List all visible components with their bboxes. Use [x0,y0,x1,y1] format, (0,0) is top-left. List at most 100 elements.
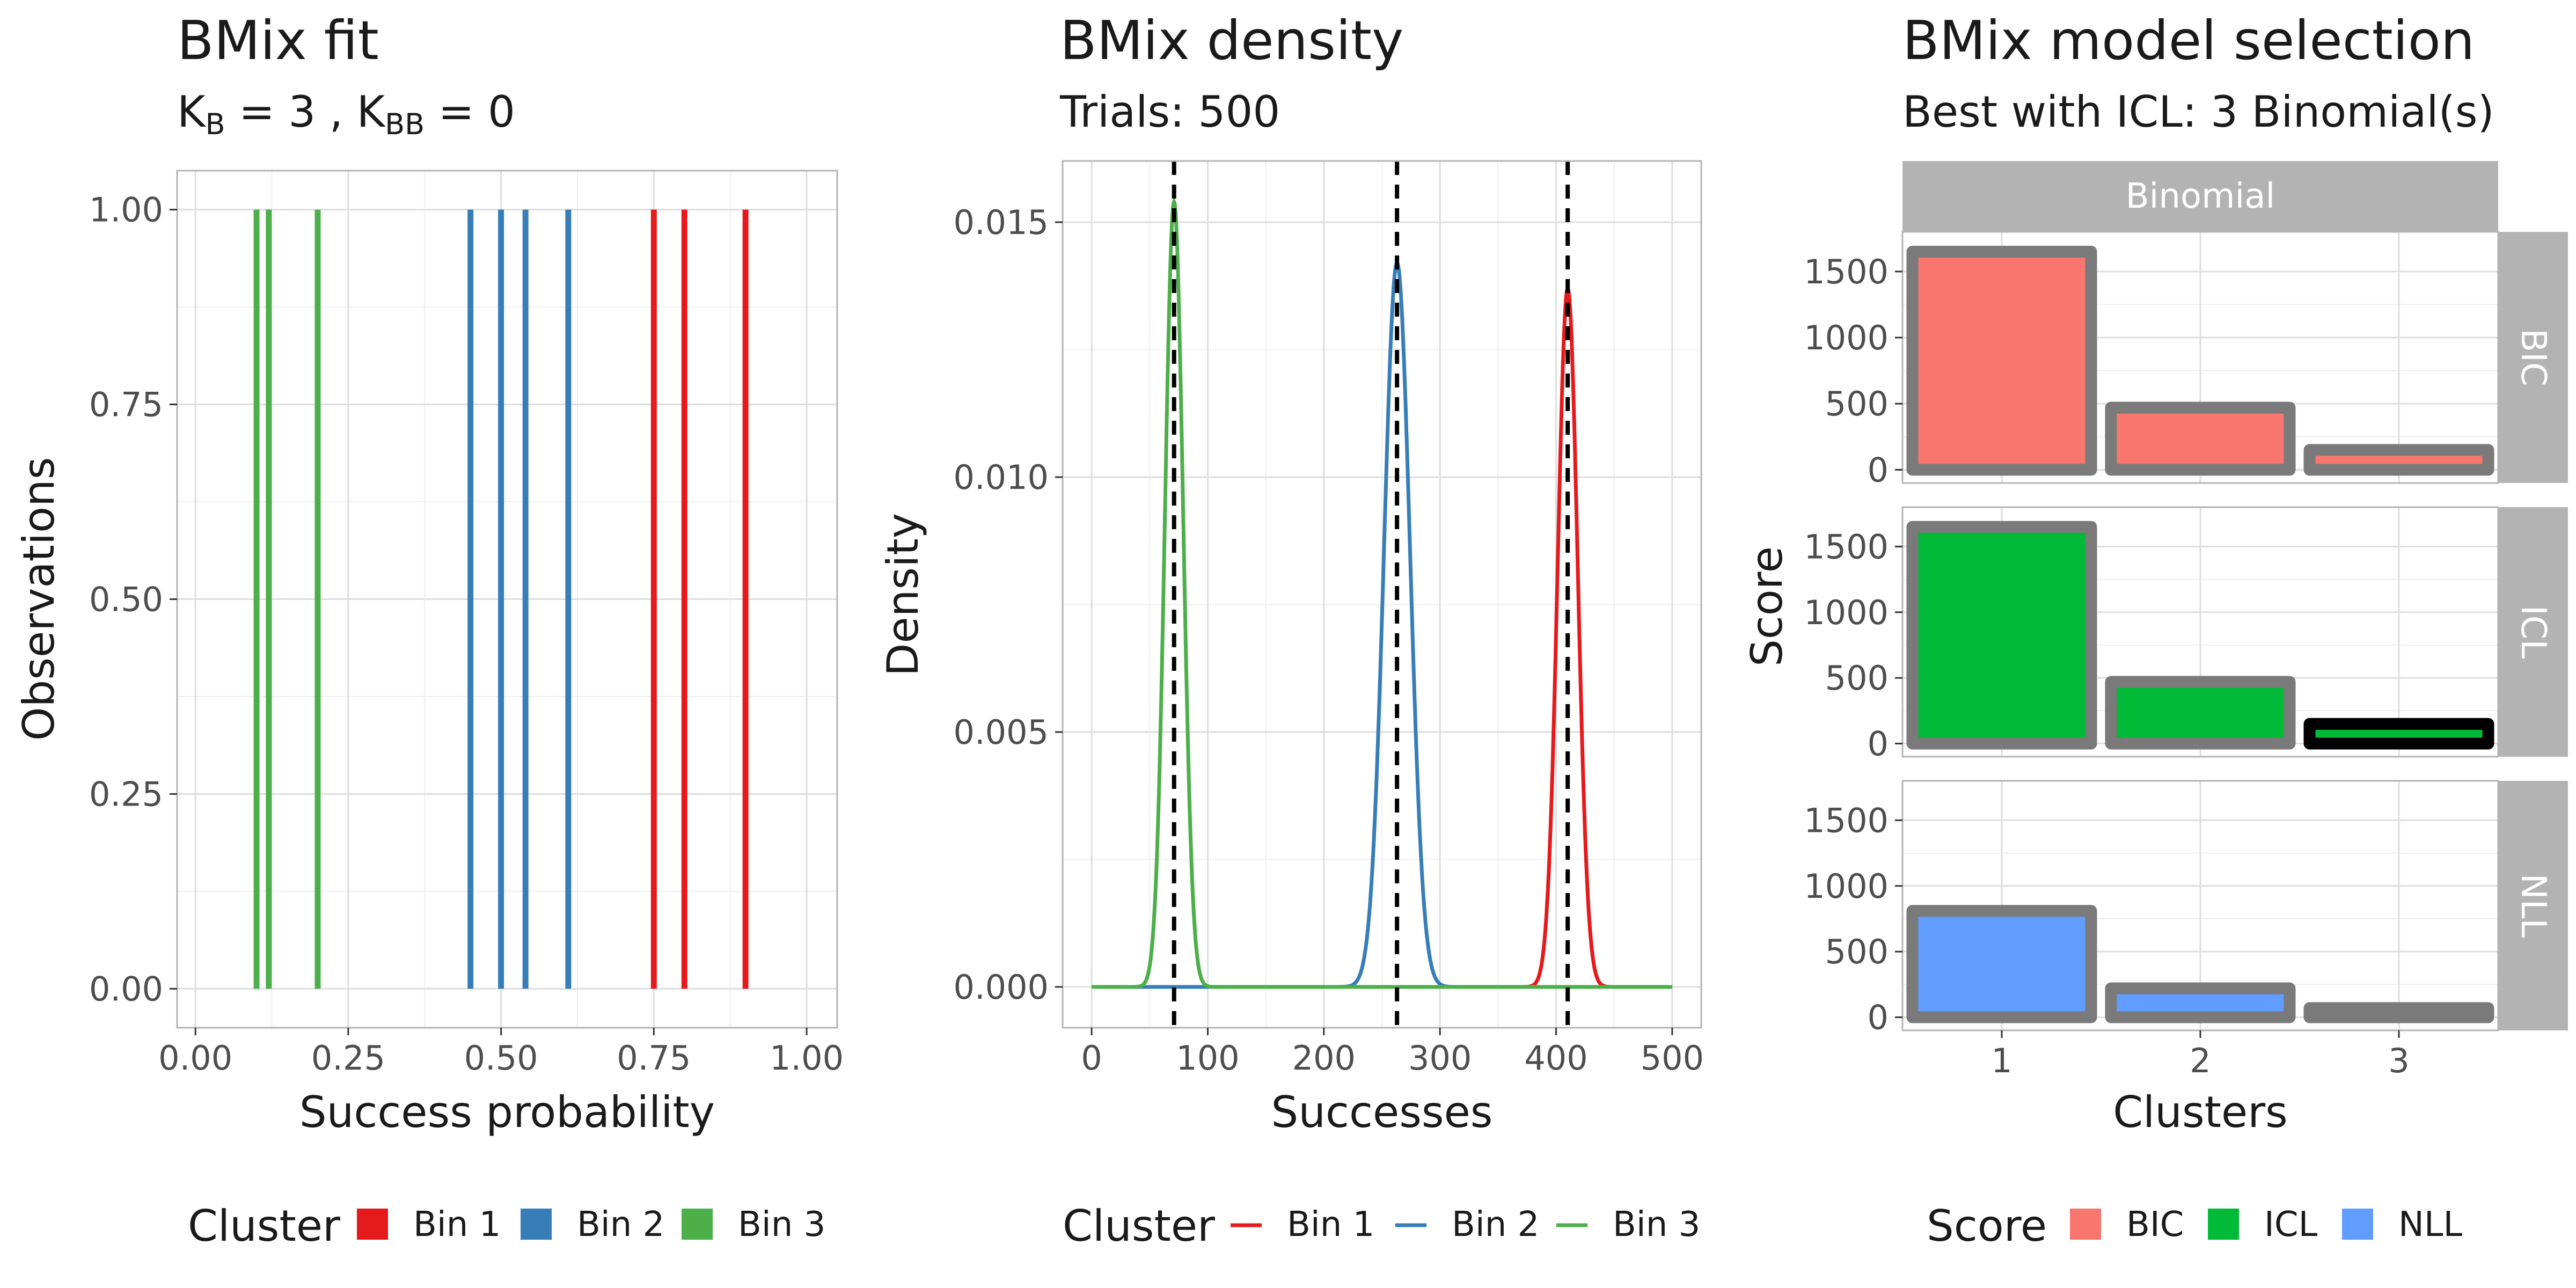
model-selection-legend-label: NLL [2398,1205,2463,1245]
model-selection-legend-label: BIC [2126,1205,2184,1245]
density-y-tick-label: 0.000 [954,968,1049,1007]
facet-y-tick-label: 1500 [1804,252,1889,291]
density-legend-label: Bin 1 [1287,1205,1374,1245]
score-bar-nll-3 [2303,1002,2494,1023]
score-bar-bic-2 [2105,401,2296,476]
density-y-tick-label: 0.010 [954,458,1049,497]
fit-chart: BMix fit KB = 3 , KBB = 0 0.00 0.25 0.50 0.… [14,9,844,1251]
fit-legend-label: Bin 2 [577,1205,664,1245]
density-legend-label: Bin 2 [1452,1205,1539,1245]
fit-x-tick-label: 0.75 [617,1038,691,1078]
model-selection-legend-swatch [2208,1209,2239,1240]
density-chart: BMix density Trials: 500 0 100 200 300 400 50… [878,9,1704,1251]
row-strip-bg [2498,507,2568,757]
score-bar-nll-1 [1906,905,2097,1023]
fit-subtitle-sub-bb: BB [385,107,425,141]
fit-y-tick-label: 0.75 [89,385,163,425]
fit-subtitle-k1: K [177,87,207,137]
density-chart-subtitle: Trials: 500 [1059,87,1280,137]
facet-y-tick-label: 0 [1868,724,1889,764]
model-selection-legend: Score BIC ICL NLL [1927,1201,2463,1251]
fit-y-ticks: 0.00 0.25 0.50 0.75 1.00 [89,191,177,1008]
fit-legend-title: Cluster [188,1201,340,1251]
facet-y-tick-label: 500 [1825,384,1889,423]
score-bar-icl-3 [2303,718,2494,750]
density-x-axis-title: Successes [1271,1087,1493,1137]
fit-y-tick-label: 1.00 [89,191,163,230]
fit-x-tick-label: 0.50 [464,1038,538,1078]
row-strip-label: NLL [2513,874,2553,938]
model-selection-legend-label: ICL [2264,1205,2318,1245]
fit-x-axis-title: Success probability [299,1087,715,1137]
facet-y-tick-label: 0 [1868,450,1889,489]
fit-x-tick-label: 1.00 [770,1038,844,1078]
facet-bic: BIC 0 500 1000 1500 [1804,231,2568,489]
facet-y-tick-label: 1500 [1804,527,1889,566]
density-y-tick-label: 0.005 [954,713,1049,752]
fit-chart-subtitle: KB = 3 , KBB = 0 [177,87,515,141]
score-bar-icl-2 [2105,676,2296,750]
density-y-axis-title: Density [878,513,928,676]
column-strip-label: Binomial [2126,177,2275,216]
facet-y-tick-label: 1000 [1804,318,1889,357]
facet-y-tick-label: 1500 [1804,801,1889,840]
score-bar-icl-1 [1906,521,2097,750]
density-y-tick-label: 0.015 [954,203,1049,242]
density-y-ticks: 0.000 0.005 0.010 0.015 [954,203,1063,1007]
model-selection-x-tick-label: 1 [1991,1041,2012,1080]
density-x-tick-label: 200 [1292,1038,1356,1078]
density-x-tick-label: 500 [1641,1038,1704,1078]
density-x-tick-label: 300 [1408,1038,1472,1078]
density-x-tick-label: 400 [1524,1038,1587,1078]
model-selection-facets: BIC 0 500 1000 1500 ICL 0 500 1000 1500 NLL 0 500 100… [1804,231,2568,1037]
row-strip-label: BIC [2513,328,2553,386]
model-selection-x-axis-title: Clusters [2113,1087,2288,1137]
score-bar-nll-2 [2105,982,2296,1023]
row-strip-bg [2498,232,2568,483]
density-legend-title: Cluster [1063,1201,1215,1251]
density-legend: Cluster Bin 1 Bin 2 Bin 3 [1063,1201,1700,1251]
model-selection-x-ticks: 1 2 3 [1991,1030,2410,1080]
facet-icl: ICL 0 500 1000 1500 [1804,506,2568,764]
fit-legend: Cluster Bin 1 Bin 2 Bin 3 [188,1201,825,1251]
fit-legend-label: Bin 3 [738,1205,825,1245]
fit-legend-label: Bin 1 [413,1205,501,1245]
density-x-tick-label: 0 [1081,1038,1102,1078]
model-selection-x-tick-label: 3 [2388,1041,2409,1080]
fit-y-tick-label: 0.50 [89,580,163,619]
fit-x-tick-label: 0.00 [158,1038,232,1078]
fit-legend-swatch [521,1209,552,1240]
fit-y-tick-label: 0.00 [89,969,163,1008]
fit-y-tick-label: 0.25 [89,774,163,814]
fit-marks [253,209,749,989]
facet-y-tick-label: 500 [1825,932,1889,971]
fit-grid [177,171,837,1028]
facet-y-tick-label: 1000 [1804,867,1889,906]
model-selection-x-tick-label: 2 [2190,1041,2211,1080]
density-x-ticks: 0 100 200 300 400 500 [1081,1028,1704,1078]
density-panel-border [1062,160,1702,1029]
model-selection-title: BMix model selection [1902,9,2475,72]
fit-x-ticks: 0.00 0.25 0.50 0.75 1.00 [158,1028,844,1078]
fit-subtitle-eq2: = 0 [425,87,515,137]
model-selection-y-axis-title: Score [1742,546,1792,667]
density-marks [1092,161,1672,1028]
model-selection-chart: BMix model selection Best with ICL: 3 Bi… [1742,9,2568,1251]
fit-y-axis-title: Observations [14,457,64,741]
column-strip-bg [1902,161,2498,232]
fit-subtitle-sub-b: B [205,107,225,141]
row-strip-label: ICL [2513,605,2553,659]
density-x-tick-label: 100 [1176,1038,1239,1078]
fit-chart-title: BMix fit [177,9,379,72]
row-strip-bg [2498,781,2568,1030]
model-selection-legend-swatch [2070,1209,2101,1240]
score-bar-bic-1 [1906,245,2097,476]
density-chart-title: BMix density [1060,9,1403,72]
fit-legend-swatch [682,1209,713,1240]
facet-nll: NLL 0 500 1000 1500 [1804,780,2568,1037]
fit-subtitle-eq1: = 3 , [225,87,357,137]
density-curve-bin-3 [1092,196,1672,989]
density-grid [1063,161,1701,1028]
facet-y-tick-label: 500 [1825,658,1889,698]
